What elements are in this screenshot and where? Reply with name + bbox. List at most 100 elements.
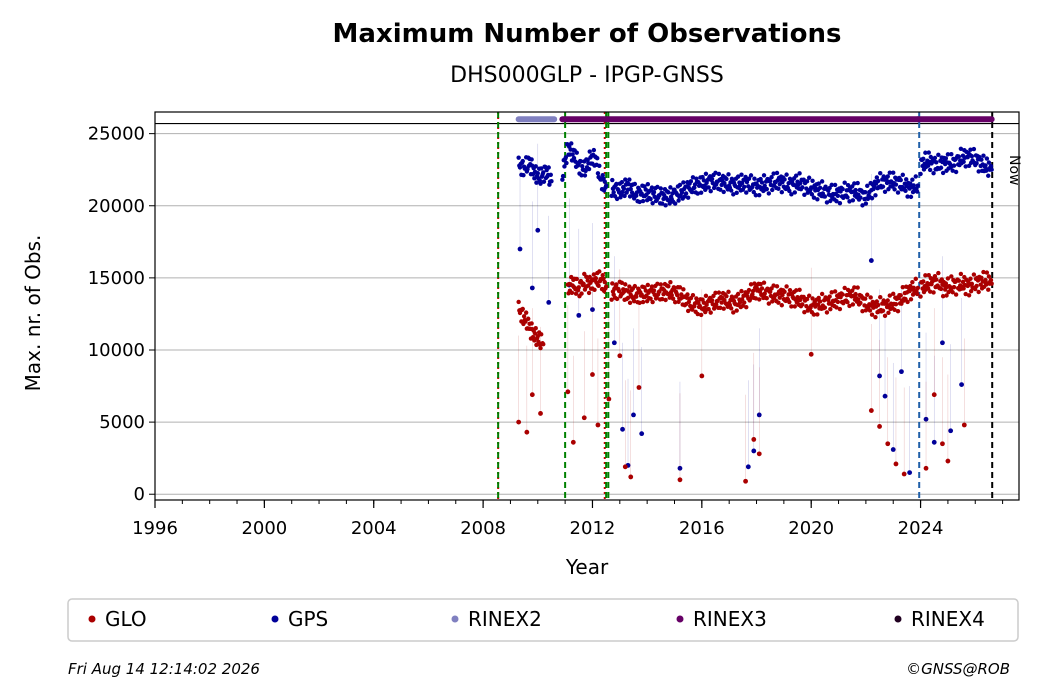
data-point — [549, 179, 554, 184]
legend-label: RINEX4 — [911, 607, 985, 631]
outlier-point — [923, 465, 929, 471]
plot-frame — [154, 111, 1020, 501]
data-point — [744, 304, 749, 310]
data-point — [535, 171, 540, 176]
data-point — [517, 165, 523, 170]
outlier-point — [808, 351, 814, 357]
data-point — [529, 321, 534, 326]
data-point — [742, 300, 747, 305]
data-point — [627, 284, 632, 289]
data-point — [650, 299, 655, 305]
data-point — [969, 153, 975, 159]
chart-subtitle: DHS000GLP - IPGP-GNSS — [450, 63, 724, 88]
data-point — [943, 156, 949, 161]
footer-timestamp: Fri Aug 14 12:14:02 2026 — [68, 660, 260, 678]
data-point — [611, 190, 616, 195]
data-point — [963, 164, 968, 169]
x-axis-label: Year — [565, 555, 609, 579]
now-label: Now — [1006, 155, 1022, 186]
data-point — [905, 299, 910, 305]
outlier-point — [590, 372, 595, 377]
data-point — [718, 305, 723, 311]
data-point — [574, 150, 579, 155]
data-point — [532, 176, 537, 181]
outlier-point — [931, 439, 937, 445]
x-tick-label: 2020 — [788, 518, 834, 539]
data-point — [898, 293, 903, 298]
data-point — [887, 170, 893, 175]
data-point — [634, 294, 639, 299]
data-point — [950, 168, 955, 173]
data-point — [915, 285, 921, 291]
data-point — [793, 173, 799, 178]
footer-credit: ©GNSS@ROB — [906, 660, 1010, 678]
data-point — [757, 192, 762, 198]
data-point — [874, 175, 880, 180]
data-point — [651, 190, 657, 195]
data-point — [829, 182, 834, 188]
outlier-point — [756, 451, 762, 457]
data-point — [905, 194, 910, 199]
data-point — [784, 172, 789, 177]
data-point — [865, 292, 870, 297]
data-point — [726, 172, 731, 177]
legend-label: RINEX2 — [468, 607, 542, 631]
data-point — [895, 190, 901, 195]
chart-title: Maximum Number of Observations — [333, 19, 842, 49]
x-tick-label: 2012 — [570, 518, 616, 539]
data-point — [672, 285, 677, 290]
data-point — [681, 180, 686, 185]
legend-marker — [451, 615, 459, 623]
y-tick-label: 20000 — [88, 196, 145, 217]
data-point — [685, 195, 691, 200]
data-point — [789, 304, 794, 309]
data-point — [971, 146, 977, 152]
legend-label: RINEX3 — [693, 607, 767, 631]
data-point — [858, 300, 863, 306]
data-point — [724, 176, 729, 182]
outlier-point — [622, 464, 628, 470]
data-point — [832, 289, 838, 294]
data-point — [956, 278, 962, 283]
data-point — [802, 192, 807, 197]
data-point — [713, 170, 718, 175]
data-point — [619, 180, 625, 185]
data-point — [777, 295, 782, 300]
data-point — [893, 302, 899, 307]
data-point — [938, 286, 944, 292]
data-point — [891, 291, 896, 297]
data-point — [614, 282, 619, 287]
data-point — [986, 287, 991, 292]
data-point — [533, 325, 538, 331]
data-point — [865, 183, 870, 189]
data-point — [750, 291, 755, 297]
data-point — [817, 299, 823, 304]
data-point — [875, 302, 881, 308]
data-point — [914, 189, 920, 194]
data-point — [908, 194, 914, 200]
data-point — [580, 163, 585, 169]
data-point — [703, 171, 709, 176]
outlier-point — [893, 461, 899, 467]
data-point — [659, 296, 665, 302]
data-point — [534, 342, 539, 348]
data-point — [911, 285, 916, 291]
data-point — [659, 201, 665, 206]
data-point — [956, 154, 962, 159]
data-point — [622, 193, 627, 199]
data-point — [651, 288, 657, 293]
data-point — [603, 284, 609, 289]
data-point — [776, 186, 781, 191]
data-point — [797, 287, 802, 293]
data-point — [685, 308, 691, 314]
data-point — [885, 174, 890, 179]
data-point — [840, 186, 845, 192]
data-point — [822, 305, 828, 310]
data-point — [539, 332, 544, 337]
y-axis-label: Max. nr. of Obs. — [21, 235, 45, 392]
outlier-point — [576, 312, 582, 318]
data-point — [708, 310, 713, 315]
data-point — [655, 281, 660, 287]
data-point — [880, 184, 886, 189]
data-point — [541, 170, 546, 175]
